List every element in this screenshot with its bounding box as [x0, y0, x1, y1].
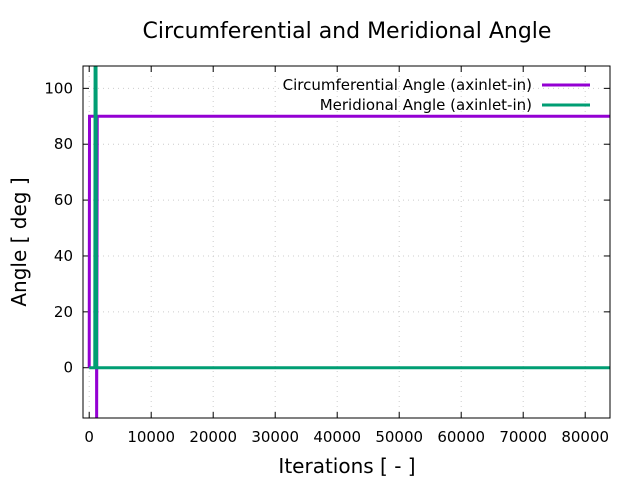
chart-title: Circumferential and Meridional Angle: [143, 19, 552, 44]
plot-area: [87, 66, 610, 418]
y-axis-title: Angle [ deg ]: [7, 177, 31, 306]
y-tick-label: 80: [54, 135, 73, 153]
plot-border: [82, 65, 611, 419]
x-tick-label: 60000: [437, 428, 485, 446]
x-tick-label: 80000: [561, 428, 609, 446]
y-tick-label: 100: [44, 79, 73, 97]
series-line-2: [89, 66, 610, 370]
x-tick-label: 30000: [251, 428, 299, 446]
x-tick-label: 40000: [313, 428, 361, 446]
y-tick-label: 40: [54, 247, 73, 265]
x-tick-label: 70000: [499, 428, 547, 446]
x-tick-label: 50000: [375, 428, 423, 446]
legend-label-2: Meridional Angle (axinlet-in): [320, 96, 532, 114]
legend-label-1: Circumferential Angle (axinlet-in): [283, 76, 532, 94]
x-ticks: 0 10000 20000 30000 40000 50000 60000 70000 8000…: [84, 66, 609, 446]
y-tick-label: 20: [54, 303, 73, 321]
series-line-1: [87, 114, 610, 418]
x-axis-title: Iterations [ - ]: [278, 454, 415, 478]
y-tick-label: 60: [54, 191, 73, 209]
y-ticks: 0 20 40 60 80 100: [44, 79, 610, 377]
legend: Circumferential Angle (axinlet-in) Meridi…: [283, 76, 590, 114]
grid: [83, 66, 610, 418]
x-tick-label: 0: [84, 428, 94, 446]
x-tick-label: 10000: [127, 428, 175, 446]
x-tick-label: 20000: [189, 428, 237, 446]
y-tick-label: 0: [63, 359, 73, 377]
